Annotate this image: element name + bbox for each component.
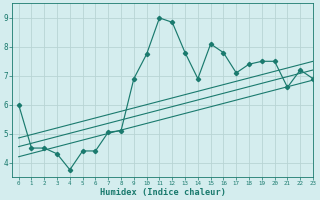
X-axis label: Humidex (Indice chaleur): Humidex (Indice chaleur) — [100, 188, 226, 197]
